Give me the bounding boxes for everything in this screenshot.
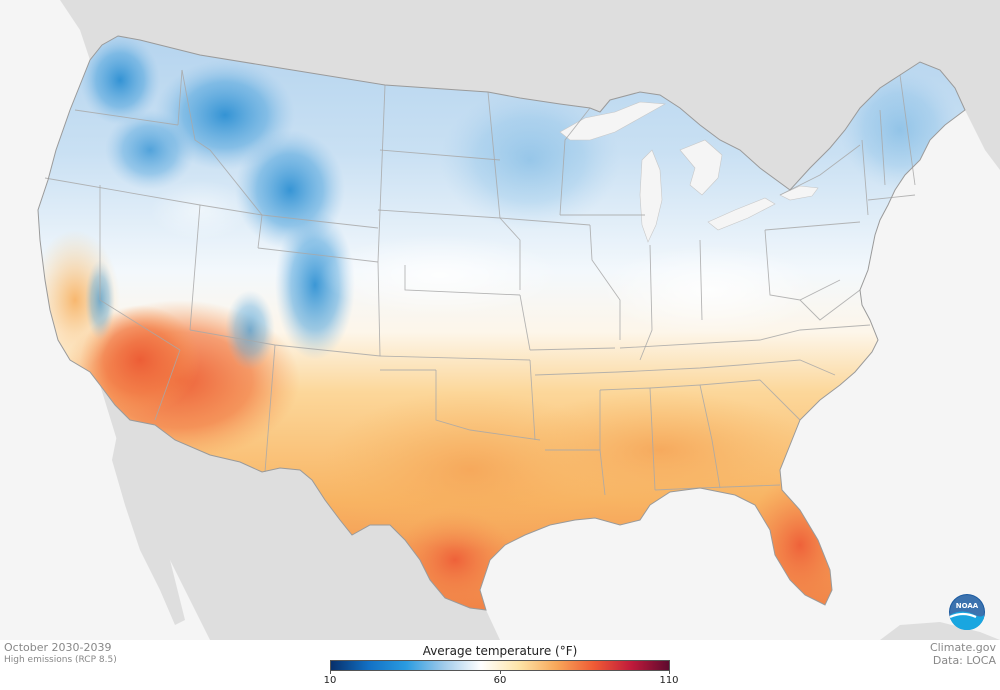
lake-erie: [707, 197, 776, 231]
baja-peninsula: [112, 430, 185, 625]
legend-tick-mark-mid: [500, 671, 501, 674]
mexico-landmass: [100, 385, 500, 640]
legend-tick-mid: 60: [493, 675, 507, 686]
noaa-logo: NOAA: [949, 594, 985, 630]
data-source: Data: LOCA: [932, 654, 996, 667]
legend-tick-mark-max: [669, 671, 670, 674]
lake-michigan: [639, 149, 663, 243]
legend-tick-max: 110: [659, 675, 679, 686]
legend-unit: (°F): [555, 644, 578, 658]
legend-title: Average temperature (°F): [330, 644, 670, 658]
legend-tick-min: 10: [323, 675, 337, 686]
lake-ontario: [779, 185, 819, 201]
legend-title-text: Average temperature: [422, 644, 552, 658]
temperature-map: NOAA: [0, 0, 1000, 640]
site-credit[interactable]: Climate.gov: [929, 641, 996, 654]
cuba-island: [880, 622, 1000, 640]
period-label: October 2030-2039: [4, 641, 112, 654]
scenario-label: High emissions (RCP 8.5): [4, 655, 117, 665]
footer-bar: October 2030-2039 High emissions (RCP 8.…: [0, 640, 1000, 690]
lake-superior: [559, 101, 667, 141]
great-lakes: [559, 101, 819, 243]
legend-tick-mark-min: [330, 671, 331, 674]
canada-landmass: [0, 0, 1000, 190]
lake-huron: [679, 139, 723, 196]
legend-colorbar: [330, 660, 670, 671]
noaa-logo-text: NOAA: [956, 602, 979, 610]
map-canvas: NOAA: [0, 0, 1000, 640]
state-borders: [44, 69, 916, 496]
